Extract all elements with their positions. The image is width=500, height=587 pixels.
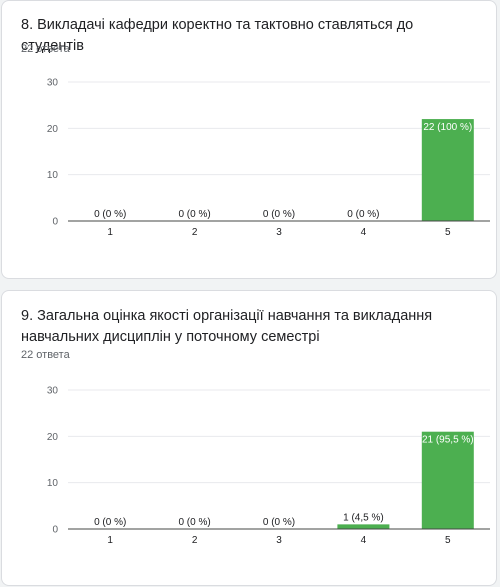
- question-card-9: 9. Загальна оцінка якості організації на…: [1, 290, 497, 586]
- x-tick-label: 4: [361, 227, 367, 238]
- x-tick-label: 4: [361, 535, 367, 546]
- y-tick-label: 30: [47, 78, 59, 89]
- data-label: 0 (0 %): [347, 209, 379, 220]
- data-label: 0 (0 %): [263, 517, 295, 528]
- x-tick-label: 2: [192, 227, 198, 238]
- response-count: 22 ответа: [21, 349, 70, 361]
- y-tick-label: 0: [52, 217, 58, 228]
- data-label: 0 (0 %): [178, 517, 210, 528]
- data-label: 0 (0 %): [94, 517, 126, 528]
- data-label: 22 (100 %): [423, 122, 472, 133]
- y-tick-label: 10: [47, 478, 59, 489]
- x-tick-label: 2: [192, 535, 198, 546]
- data-label: 1 (4,5 %): [343, 512, 384, 523]
- question-title: 9. Загальна оцінка якості організації на…: [21, 308, 433, 345]
- x-tick-label: 1: [107, 535, 113, 546]
- data-label: 21 (95,5 %): [422, 435, 474, 446]
- y-tick-label: 20: [47, 124, 59, 135]
- x-tick-label: 5: [445, 227, 451, 238]
- question-title: 8. Викладачі кафедри коректно та тактовн…: [21, 17, 414, 54]
- x-tick-label: 3: [276, 227, 282, 238]
- y-tick-label: 30: [47, 386, 59, 397]
- x-tick-label: 1: [107, 227, 113, 238]
- y-tick-label: 10: [47, 170, 59, 181]
- bar-chart: 0 10 20 30 0 (0 %) 1 0 (0 %) 2 0 (0 %) 3 1 (4,5 %)…: [47, 386, 490, 546]
- y-tick-label: 0: [52, 525, 58, 536]
- data-label: 0 (0 %): [94, 209, 126, 220]
- y-tick-label: 20: [47, 432, 59, 443]
- bar: [421, 119, 474, 221]
- data-label: 0 (0 %): [178, 209, 210, 220]
- bar: [337, 524, 390, 529]
- bar: [421, 431, 474, 529]
- response-count: 22 ответа: [21, 43, 70, 55]
- x-tick-label: 5: [445, 535, 451, 546]
- bar-chart: 0 10 20 30 0 (0 %) 1 0 (0 %) 2 0 (0 %) 3 0 (0 %) 4 2…: [47, 78, 490, 238]
- question-card-8: 8. Викладачі кафедри коректно та тактовн…: [1, 0, 497, 279]
- data-label: 0 (0 %): [263, 209, 295, 220]
- x-tick-label: 3: [276, 535, 282, 546]
